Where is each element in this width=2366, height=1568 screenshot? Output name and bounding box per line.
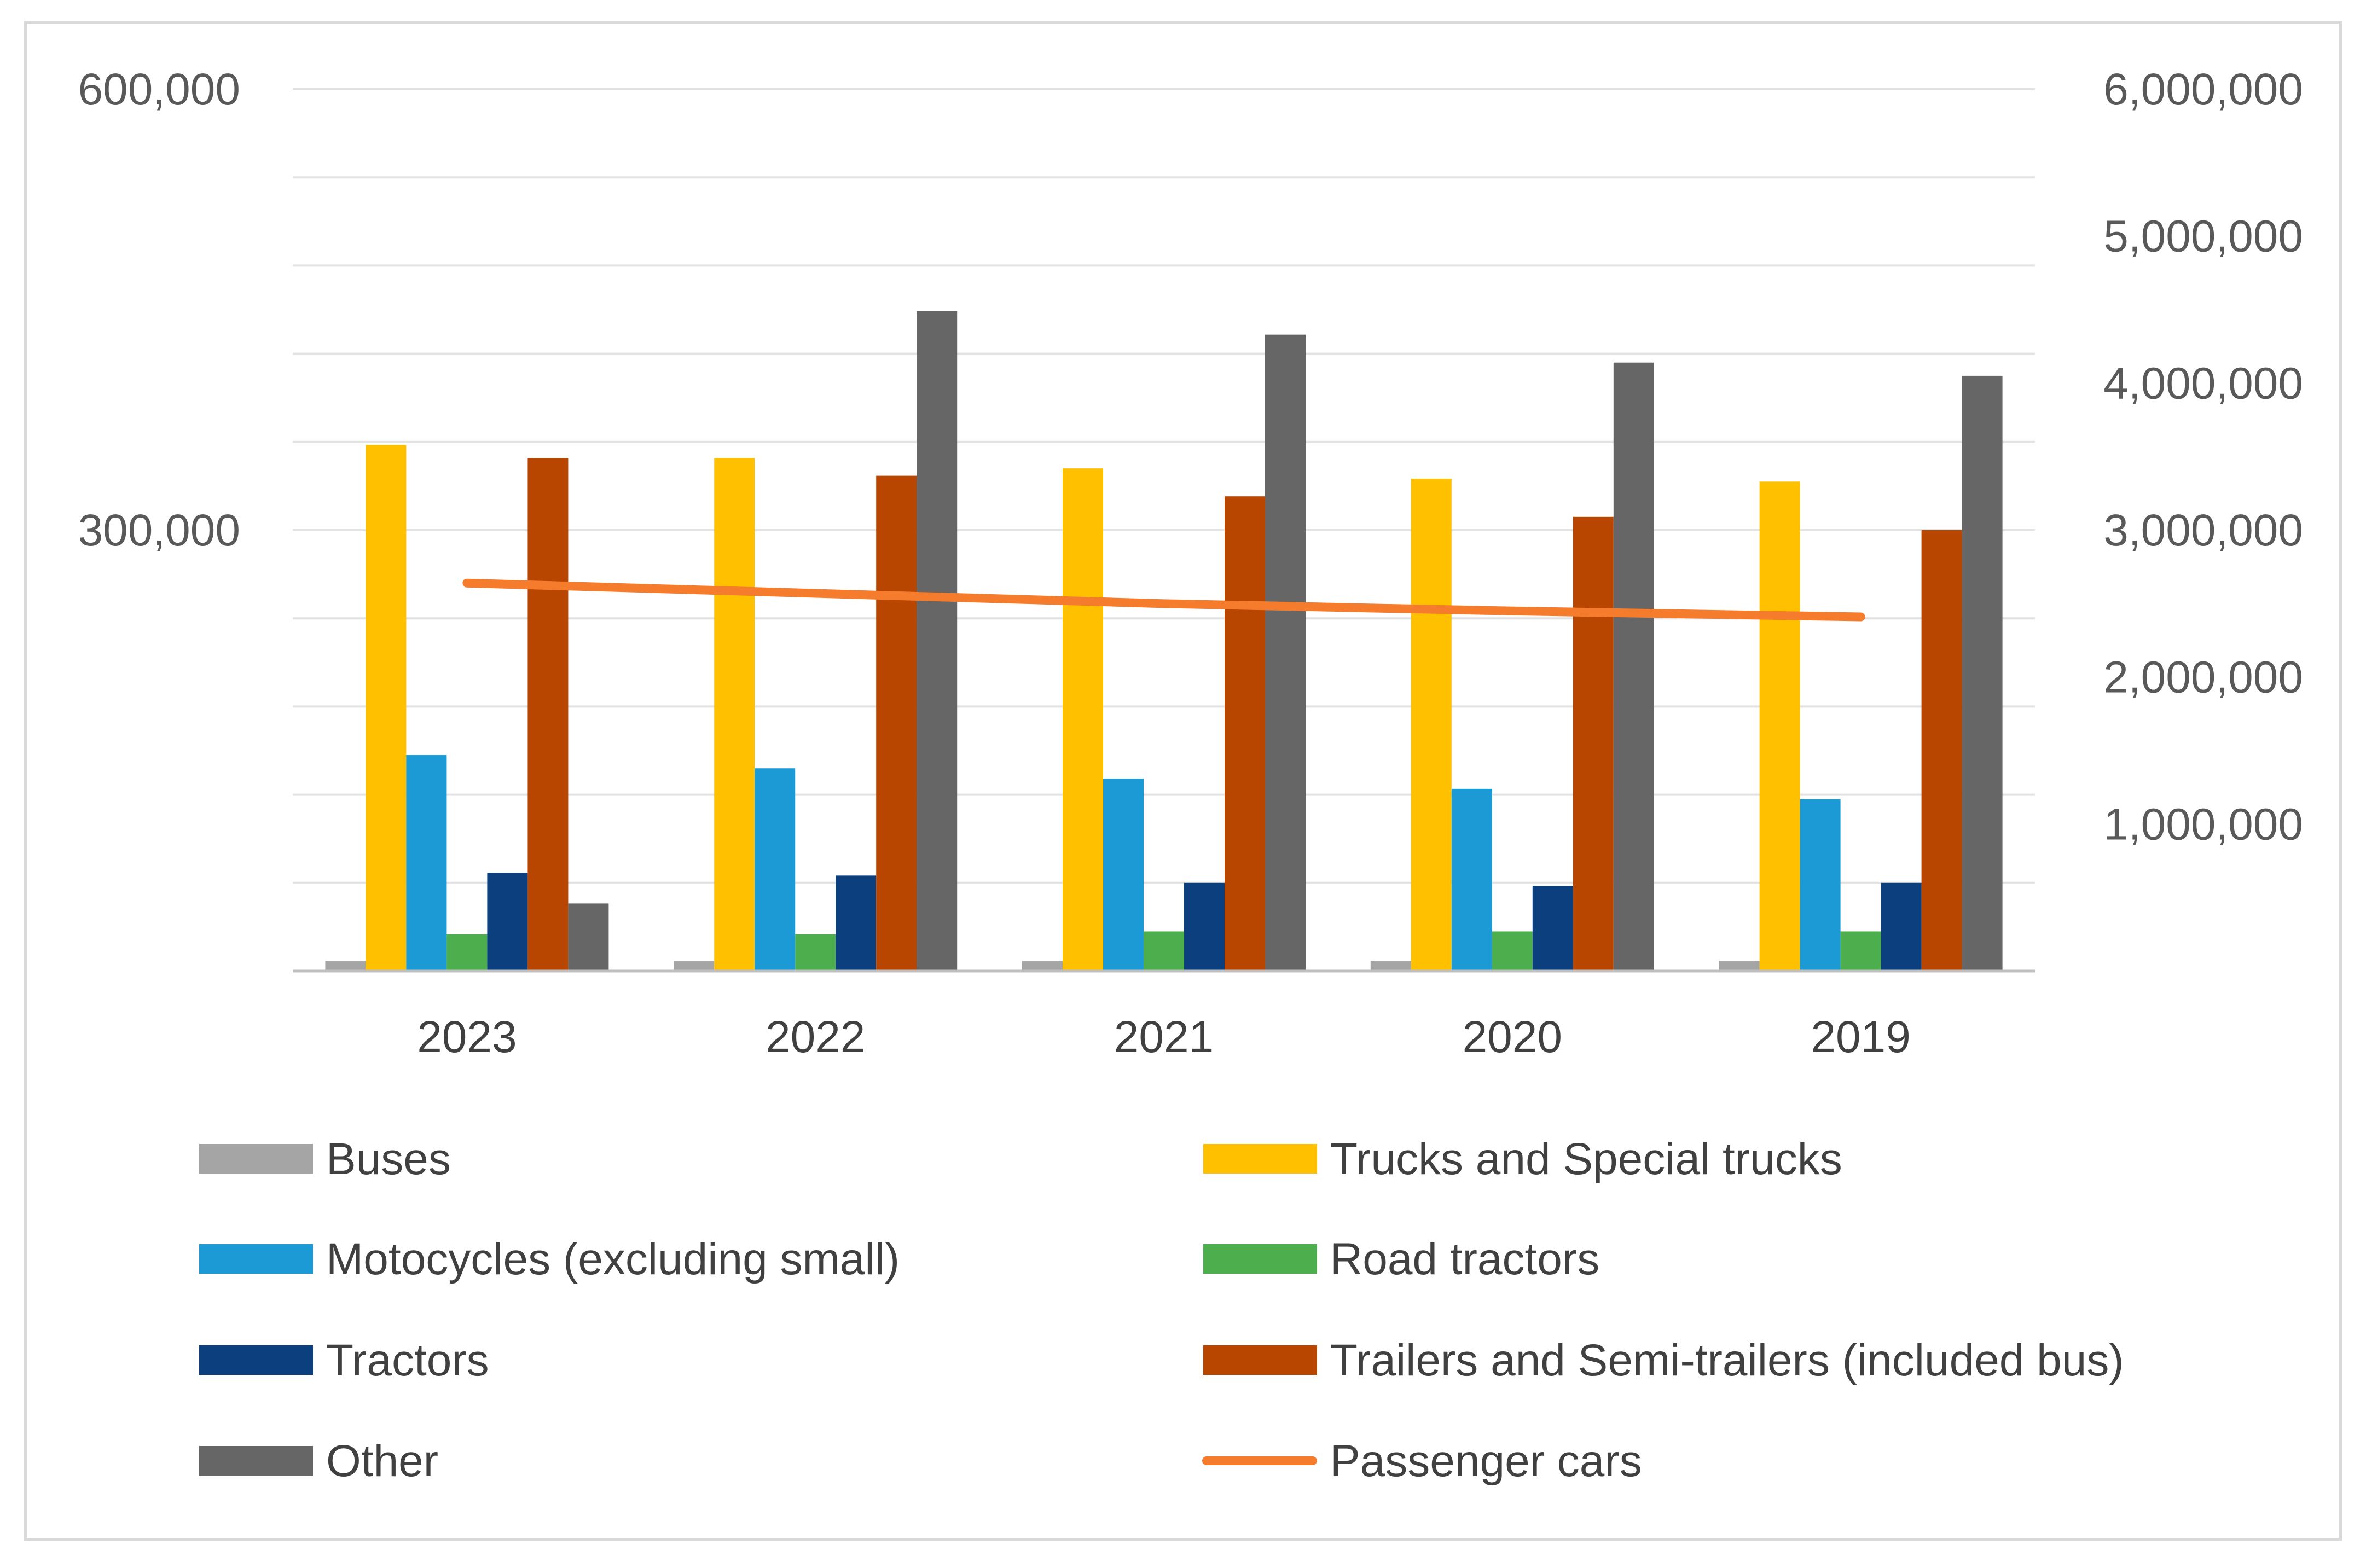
category-label-2020: 2020 [1463, 1012, 1562, 1062]
chart-frame: 600,000 300,000 6,000,000 5,000,000 4,000,0… [24, 21, 2342, 1541]
right-axis-tick-label: 2,000,000 [2103, 653, 2303, 702]
category-label-2023: 2023 [417, 1012, 517, 1062]
bar-other-2021 [1265, 334, 1306, 971]
bar-tractors-2023 [487, 872, 528, 971]
bar-motocycles-excluding-small-2021 [1103, 779, 1144, 971]
bar-other-2022 [917, 311, 958, 971]
category-labels: 2023 2022 2021 2020 2019 [417, 1012, 1911, 1062]
passenger-cars-line-group [462, 578, 1865, 622]
legend-swatch-trailers-and-semi-trailers-included-bus [1203, 1345, 1317, 1375]
bar-motocycles-excluding-small-2019 [1800, 799, 1841, 971]
bar-trucks-and-special-trucks-2019 [1759, 481, 1800, 971]
right-axis-tick-label: 1,000,000 [2103, 799, 2303, 849]
right-axis-tick-label: 4,000,000 [2103, 358, 2303, 408]
category-label-2019: 2019 [1811, 1012, 1910, 1062]
bar-other-2023 [568, 903, 609, 971]
bar-trucks-and-special-trucks-2022 [714, 458, 755, 971]
left-axis-tick-label: 600,000 [78, 65, 240, 114]
legend-swatch-trucks-and-special-trucks [1203, 1144, 1317, 1174]
legend-swatch-buses [199, 1144, 313, 1174]
bars [325, 311, 2003, 971]
legend-label-trucks-and-special-trucks: Trucks and Special trucks [1330, 1134, 1842, 1184]
legend-label-buses: Buses [326, 1134, 451, 1184]
bar-motocycles-excluding-small-2023 [406, 755, 447, 971]
bar-trucks-and-special-trucks-2020 [1411, 478, 1452, 971]
right-axis-tick-label: 3,000,000 [2103, 506, 2303, 555]
bar-other-2019 [1962, 375, 2003, 971]
legend-label-motocycles-excluding-small: Motocycles (excluding small) [326, 1234, 900, 1284]
gridlines [293, 88, 2035, 884]
bar-buses-2023 [325, 961, 366, 971]
bar-trailers-and-semi-trailers-included-bus-2020 [1573, 516, 1614, 971]
bar-tractors-2021 [1184, 882, 1225, 971]
legend-label-passenger-cars: Passenger cars [1330, 1436, 1642, 1486]
legend-label-tractors: Tractors [326, 1335, 489, 1385]
bar-other-2020 [1613, 362, 1654, 971]
bar-buses-2022 [674, 961, 715, 971]
bar-tractors-2019 [1881, 882, 1922, 971]
right-axis-ticks: 6,000,000 5,000,000 4,000,000 3,000,000 2,00… [2103, 65, 2303, 849]
bar-road-tractors-2021 [1144, 931, 1184, 971]
legend-label-road-tractors: Road tractors [1330, 1234, 1599, 1284]
category-label-2022: 2022 [766, 1012, 865, 1062]
category-label-2021: 2021 [1114, 1012, 1214, 1062]
bar-trailers-and-semi-trailers-included-bus-2022 [876, 475, 917, 971]
bar-tractors-2022 [836, 875, 877, 971]
legend-swatch-tractors [199, 1345, 313, 1375]
right-axis-tick-label: 5,000,000 [2103, 212, 2303, 262]
legend-swatch-road-tractors [1203, 1244, 1317, 1274]
bar-trailers-and-semi-trailers-included-bus-2021 [1225, 496, 1265, 971]
bar-motocycles-excluding-small-2022 [755, 768, 796, 971]
series-line-passenger-cars [462, 578, 1865, 622]
right-axis-tick-label: 6,000,000 [2103, 65, 2303, 114]
bar-trailers-and-semi-trailers-included-bus-2019 [1921, 530, 1962, 971]
bar-motocycles-excluding-small-2020 [1451, 788, 1492, 971]
bar-buses-2019 [1719, 961, 1760, 971]
bar-buses-2020 [1370, 961, 1411, 971]
left-axis-ticks: 600,000 300,000 [78, 65, 240, 555]
legend: Buses Trucks and Special trucks Motocycles… [199, 1134, 2124, 1486]
bar-trucks-and-special-trucks-2021 [1063, 468, 1103, 971]
bar-road-tractors-2019 [1840, 931, 1881, 971]
left-axis-tick-label: 300,000 [78, 506, 240, 555]
legend-swatch-motocycles-excluding-small [199, 1244, 313, 1274]
legend-label-other: Other [326, 1436, 438, 1486]
bar-road-tractors-2022 [795, 934, 836, 971]
bar-road-tractors-2020 [1492, 931, 1533, 971]
chart-canvas: 600,000 300,000 6,000,000 5,000,000 4,000,0… [78, 65, 2303, 1486]
bar-road-tractors-2023 [446, 934, 488, 971]
bar-buses-2021 [1022, 961, 1063, 971]
legend-label-trailers-and-semi-trailers-included-bus: Trailers and Semi-trailers (included bus… [1330, 1335, 2124, 1385]
bar-trucks-and-special-trucks-2023 [366, 445, 407, 971]
legend-swatch-other [199, 1446, 313, 1476]
bar-trailers-and-semi-trailers-included-bus-2023 [527, 458, 569, 971]
bar-tractors-2020 [1532, 886, 1573, 971]
